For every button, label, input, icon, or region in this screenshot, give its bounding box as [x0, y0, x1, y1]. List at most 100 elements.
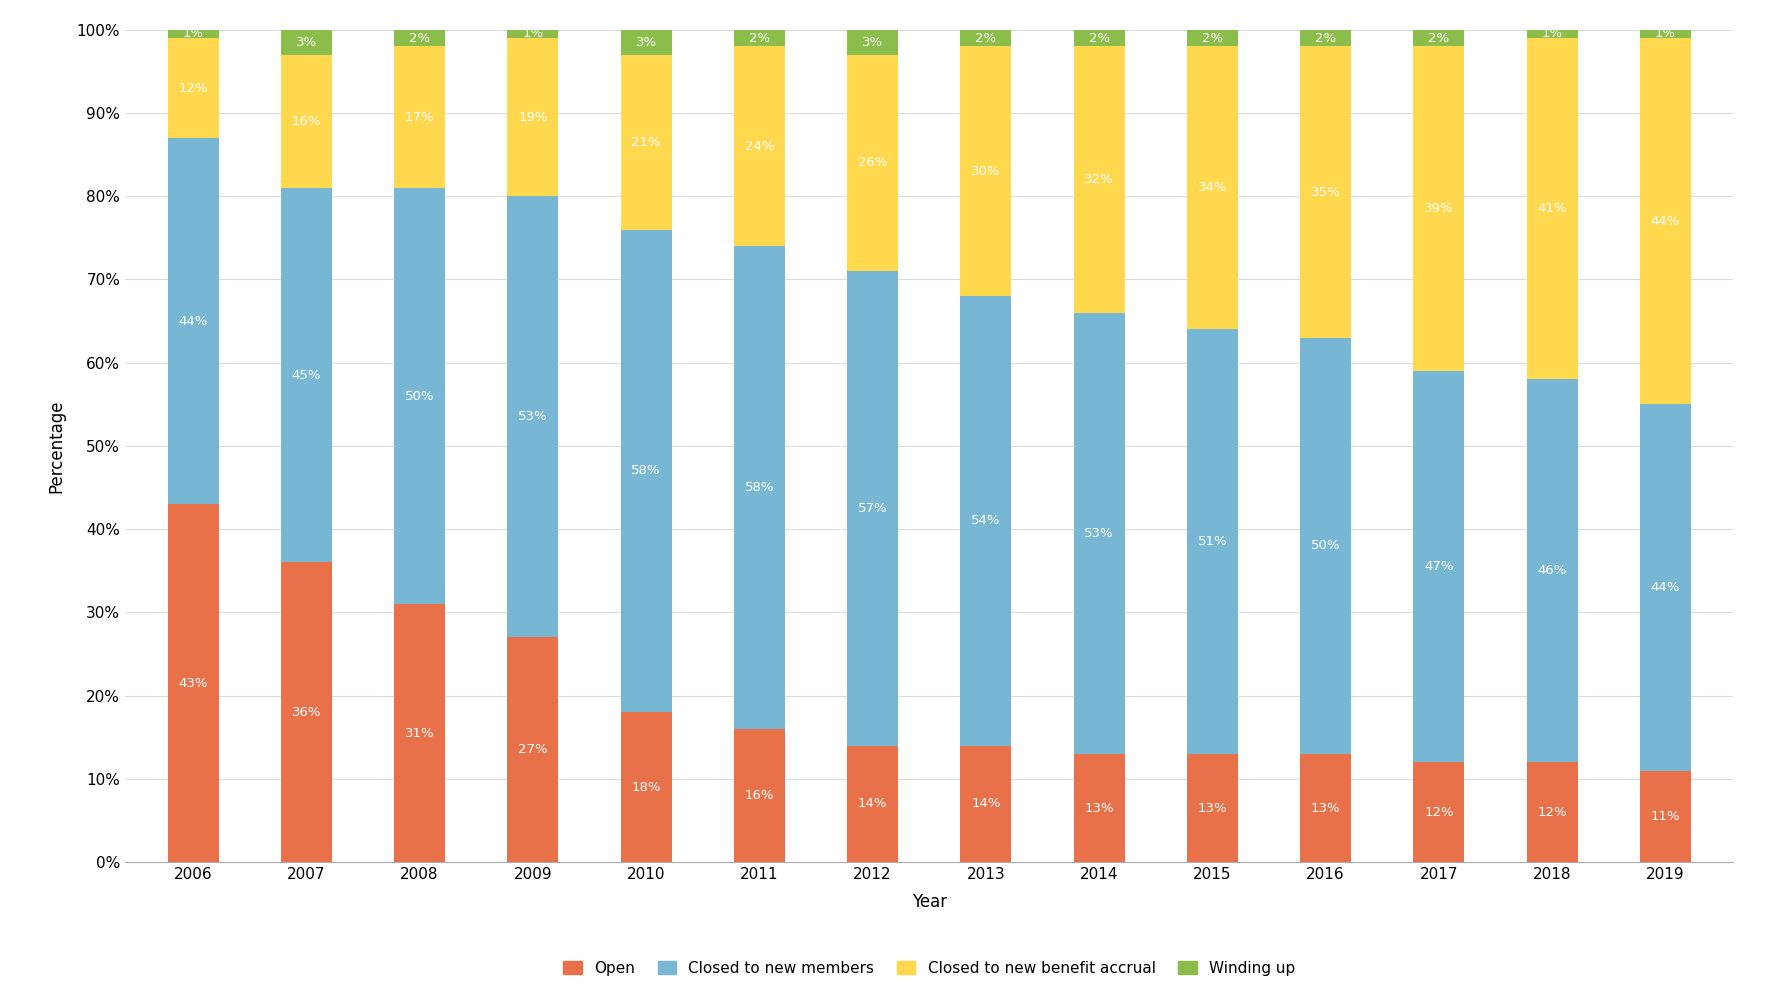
- Bar: [281, 30, 332, 55]
- Text: 14%: 14%: [970, 798, 1001, 811]
- Bar: [1187, 754, 1238, 862]
- Text: 12%: 12%: [1424, 806, 1455, 819]
- Bar: [395, 605, 445, 862]
- Text: 2%: 2%: [409, 32, 431, 45]
- Text: 35%: 35%: [1312, 185, 1340, 198]
- Bar: [1526, 30, 1578, 38]
- Bar: [1074, 754, 1124, 862]
- Text: 31%: 31%: [404, 726, 434, 739]
- Bar: [1640, 38, 1691, 404]
- Bar: [847, 272, 899, 745]
- Bar: [1187, 329, 1238, 754]
- Bar: [1074, 47, 1124, 313]
- Text: 3%: 3%: [861, 36, 883, 49]
- Text: 36%: 36%: [291, 706, 322, 718]
- Text: 34%: 34%: [1197, 181, 1228, 194]
- Text: 12%: 12%: [1537, 806, 1567, 819]
- Text: 24%: 24%: [745, 140, 774, 153]
- Bar: [620, 713, 672, 862]
- Bar: [1074, 30, 1124, 47]
- Text: 2%: 2%: [976, 32, 997, 45]
- Bar: [395, 47, 445, 188]
- Legend: Open, Closed to new members, Closed to new benefit accrual, Winding up: Open, Closed to new members, Closed to n…: [556, 953, 1303, 983]
- Bar: [960, 30, 1011, 47]
- Bar: [508, 38, 558, 196]
- Bar: [508, 30, 558, 38]
- Text: 57%: 57%: [858, 501, 888, 515]
- Bar: [1640, 30, 1691, 38]
- X-axis label: Year: Year: [911, 893, 947, 911]
- Bar: [1301, 338, 1351, 754]
- Bar: [1526, 380, 1578, 762]
- Text: 3%: 3%: [295, 36, 316, 49]
- Text: 46%: 46%: [1537, 564, 1567, 578]
- Text: 30%: 30%: [970, 165, 1001, 177]
- Bar: [1187, 47, 1238, 329]
- Text: 43%: 43%: [179, 677, 207, 690]
- Bar: [168, 138, 218, 504]
- Bar: [620, 30, 672, 55]
- Text: 26%: 26%: [858, 157, 888, 169]
- Text: 44%: 44%: [1651, 215, 1680, 228]
- Text: 50%: 50%: [406, 389, 434, 402]
- Text: 44%: 44%: [179, 314, 207, 328]
- Bar: [1640, 404, 1691, 771]
- Y-axis label: Percentage: Percentage: [48, 399, 66, 493]
- Bar: [281, 563, 332, 862]
- Text: 13%: 13%: [1085, 802, 1113, 815]
- Text: 39%: 39%: [1424, 202, 1453, 215]
- Text: 44%: 44%: [1651, 581, 1680, 594]
- Text: 1%: 1%: [522, 28, 543, 41]
- Text: 21%: 21%: [631, 136, 661, 149]
- Text: 2%: 2%: [1315, 32, 1337, 45]
- Bar: [620, 230, 672, 713]
- Bar: [1074, 313, 1124, 754]
- Bar: [734, 729, 784, 862]
- Bar: [1187, 30, 1238, 47]
- Text: 45%: 45%: [291, 369, 322, 382]
- Bar: [734, 47, 784, 246]
- Bar: [508, 637, 558, 862]
- Bar: [847, 30, 899, 55]
- Bar: [960, 296, 1011, 745]
- Bar: [734, 246, 784, 729]
- Text: 11%: 11%: [1651, 810, 1680, 823]
- Bar: [847, 745, 899, 862]
- Text: 1%: 1%: [1655, 28, 1676, 41]
- Bar: [1414, 30, 1464, 47]
- Bar: [508, 196, 558, 637]
- Text: 1%: 1%: [1542, 28, 1564, 41]
- Text: 53%: 53%: [1085, 527, 1113, 540]
- Bar: [1301, 754, 1351, 862]
- Text: 41%: 41%: [1537, 202, 1567, 215]
- Bar: [395, 188, 445, 605]
- Text: 51%: 51%: [1197, 535, 1228, 548]
- Text: 14%: 14%: [858, 798, 888, 811]
- Bar: [847, 55, 899, 272]
- Bar: [168, 504, 218, 862]
- Text: 13%: 13%: [1197, 802, 1228, 815]
- Text: 58%: 58%: [631, 465, 661, 478]
- Text: 53%: 53%: [518, 410, 547, 423]
- Text: 17%: 17%: [404, 111, 434, 124]
- Bar: [1526, 38, 1578, 380]
- Text: 2%: 2%: [749, 32, 770, 45]
- Text: 2%: 2%: [1203, 32, 1222, 45]
- Bar: [1301, 30, 1351, 47]
- Bar: [734, 30, 784, 47]
- Bar: [960, 745, 1011, 862]
- Bar: [281, 188, 332, 563]
- Bar: [1640, 771, 1691, 862]
- Bar: [620, 55, 672, 230]
- Text: 18%: 18%: [631, 781, 661, 794]
- Bar: [281, 55, 332, 188]
- Bar: [395, 30, 445, 47]
- Text: 47%: 47%: [1424, 560, 1453, 573]
- Text: 3%: 3%: [636, 36, 656, 49]
- Text: 27%: 27%: [518, 743, 547, 756]
- Bar: [1526, 762, 1578, 862]
- Text: 1%: 1%: [182, 28, 204, 41]
- Text: 58%: 58%: [745, 481, 774, 495]
- Text: 19%: 19%: [518, 111, 547, 124]
- Bar: [168, 38, 218, 138]
